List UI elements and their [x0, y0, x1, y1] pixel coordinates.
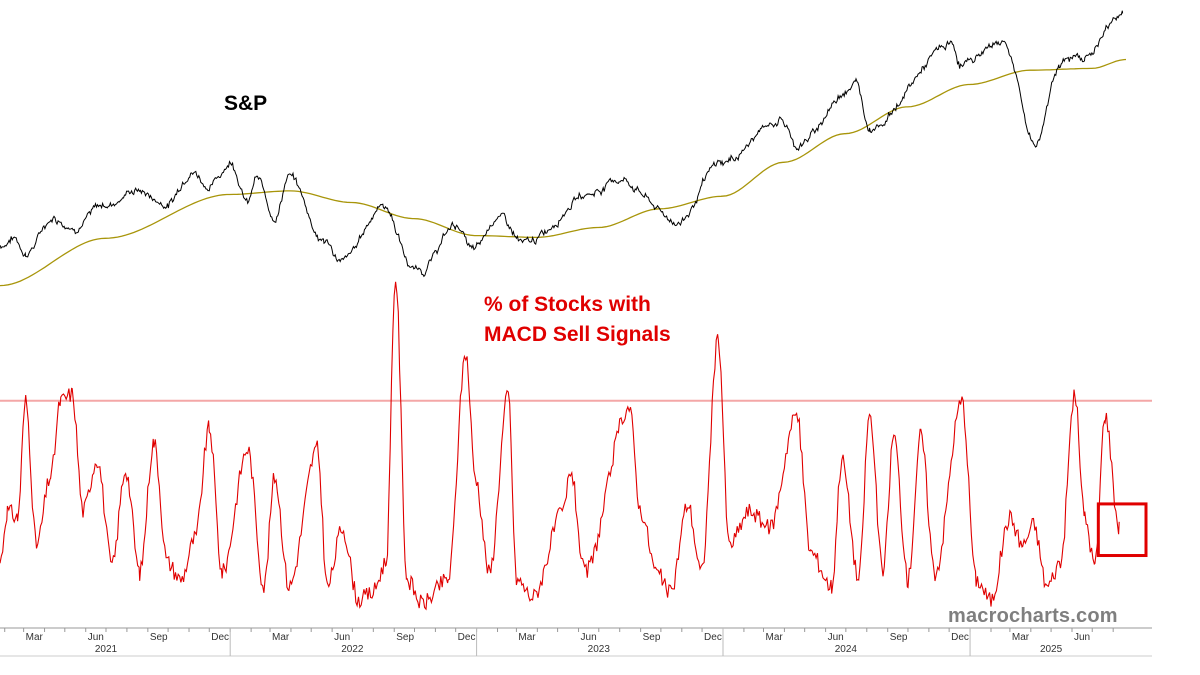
- macd-sell-line: [0, 281, 1120, 611]
- month-label: Sep: [396, 632, 414, 643]
- month-label: Dec: [458, 632, 476, 643]
- month-label: Sep: [643, 632, 661, 643]
- month-label: Mar: [26, 632, 44, 643]
- moving-average-line: [0, 58, 1127, 287]
- macd-title: % of Stocks with MACD Sell Signals: [484, 290, 671, 350]
- macd-title-line-2: MACD Sell Signals: [484, 323, 671, 346]
- x-axis: Mar Jun Sep Dec Mar Jun Sep Dec Mar Jun Sep Dec Mar J…: [0, 627, 1152, 657]
- macd-title-line-1: % of Stocks with: [484, 293, 651, 316]
- month-label: Jun: [334, 632, 350, 643]
- watermark: macrocharts.com: [948, 605, 1118, 627]
- month-label: Jun: [1074, 632, 1090, 643]
- moving-average-layer: [0, 58, 1127, 287]
- year-label: 2021: [95, 644, 118, 655]
- sp-line: [0, 10, 1124, 278]
- month-label: Dec: [951, 632, 969, 643]
- year-label: 2022: [341, 644, 364, 655]
- month-label: Sep: [890, 632, 908, 643]
- sp-layer: [0, 10, 1124, 278]
- month-label: Dec: [704, 632, 722, 643]
- month-label: Jun: [581, 632, 597, 643]
- highlight-box: [1096, 502, 1148, 558]
- month-label: Dec: [211, 632, 229, 643]
- sp-title: S&P: [224, 92, 268, 115]
- month-label: Mar: [1012, 632, 1030, 643]
- month-label: Mar: [765, 632, 783, 643]
- macd-layer: [0, 281, 1120, 611]
- month-label: Mar: [272, 632, 290, 643]
- year-label: 2025: [1040, 644, 1063, 655]
- year-label: 2024: [835, 644, 858, 655]
- highlight-layer: [1096, 502, 1148, 558]
- month-label: Sep: [150, 632, 168, 643]
- month-label: Mar: [518, 632, 536, 643]
- month-label: Jun: [88, 632, 104, 643]
- month-label: Jun: [828, 632, 844, 643]
- year-label: 2023: [588, 644, 611, 655]
